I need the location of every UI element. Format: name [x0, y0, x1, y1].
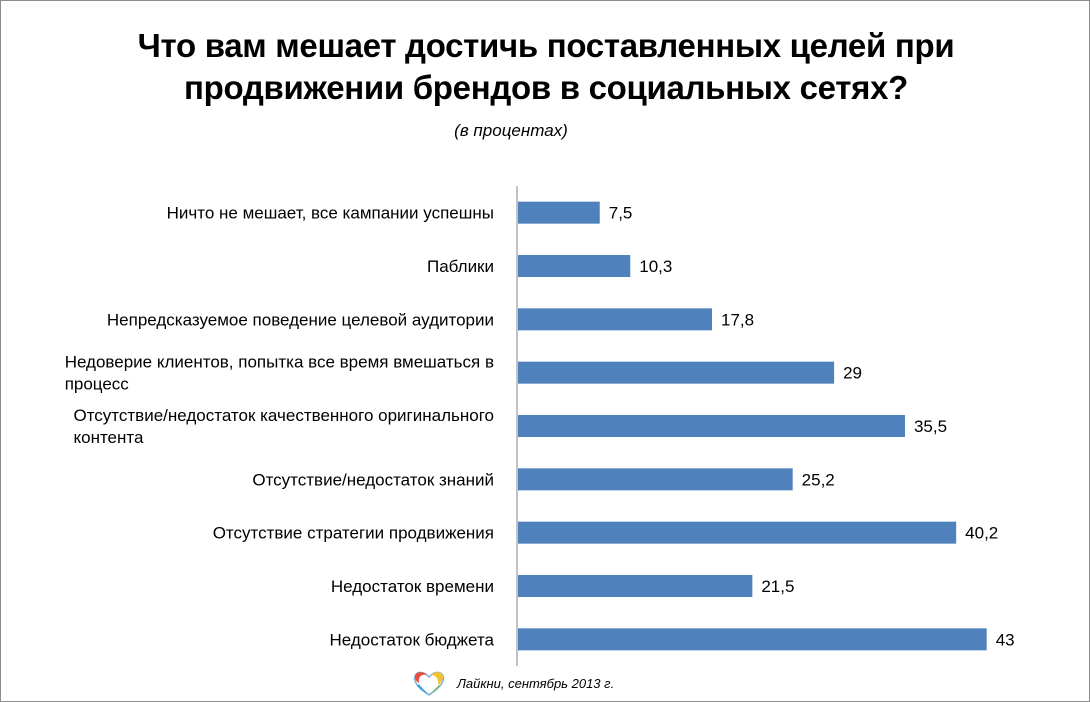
category-label-6: Отсутствие/недостаток знаний	[252, 470, 494, 489]
bar-7	[518, 521, 957, 544]
value-label-3: 17,8	[721, 310, 754, 329]
bar-8	[518, 575, 753, 597]
value-label-5: 35,5	[914, 417, 947, 436]
category-label-4-line-1: Недоверие клиентов, попытка все время вм…	[65, 353, 494, 372]
bar-5	[518, 415, 905, 437]
bar-3	[518, 308, 713, 331]
value-label-9: 43	[996, 630, 1015, 649]
category-label-3: Непредсказуемое поведение целевой аудито…	[107, 310, 494, 329]
bar-9	[518, 628, 987, 651]
category-label-4: Недоверие клиентов, попытка все время вм…	[65, 353, 494, 394]
footer-source-text: Лайкни, сентябрь 2013 г.	[457, 675, 615, 691]
value-label-6: 25,2	[802, 470, 835, 489]
footer: Лайкни, сентябрь 2013 г.	[411, 669, 614, 697]
chart-title: Что вам мешает достичь поставленных целе…	[1, 25, 1089, 109]
value-label-4: 29	[843, 364, 862, 383]
bar-4	[518, 361, 835, 384]
value-label-1: 7,5	[609, 204, 633, 223]
category-label-5-line-1: Отсутствие/недостаток качественного ориг…	[73, 406, 494, 425]
labels-layer: 7,5 Ничто не мешает, все кампании успешны…	[65, 204, 1015, 650]
bar-2	[518, 255, 631, 277]
value-label-8: 21,5	[761, 577, 794, 596]
bar-6	[518, 468, 793, 491]
category-label-5-line-2: контента	[73, 428, 144, 447]
category-label-4-line-2: процесс	[65, 375, 130, 394]
category-label-7: Отсутствие стратегии продвижения	[213, 524, 494, 543]
category-label-2: Паблики	[427, 257, 494, 276]
category-label-1: Ничто не мешает, все кампании успешны	[167, 204, 494, 223]
value-label-2: 10,3	[639, 257, 672, 276]
category-label-5: Отсутствие/недостаток качественного ориг…	[73, 406, 494, 447]
value-label-7: 40,2	[965, 524, 998, 543]
category-label-9: Недостаток бюджета	[330, 630, 495, 649]
bar-1	[518, 201, 600, 224]
chart-title-line-1: Что вам мешает достичь поставленных целе…	[137, 27, 955, 64]
chart-subtitle: (в процентах)	[454, 121, 568, 140]
laikni-logo-icon	[413, 671, 445, 696]
bars-layer	[518, 201, 987, 651]
category-label-8: Недостаток времени	[331, 577, 494, 596]
chart-title-line-2: продвижении брендов в социальных сетях?	[184, 69, 908, 106]
